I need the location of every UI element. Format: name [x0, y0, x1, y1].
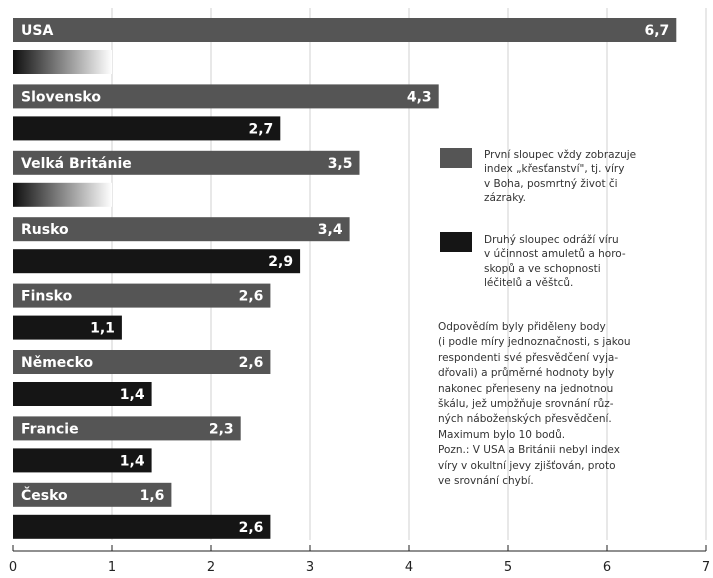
- value-label-series1: 3,4: [318, 222, 343, 238]
- value-label-series1: 2,3: [209, 421, 234, 437]
- legend-swatch-series1: [440, 148, 472, 168]
- value-label-series2: 1,4: [120, 453, 145, 469]
- legend-swatch-series2: [440, 232, 472, 252]
- bar-series2-missing: [13, 50, 112, 74]
- value-label-series2: 2,9: [268, 254, 293, 270]
- value-label-series1: 2,6: [239, 355, 264, 371]
- category-label: Rusko: [21, 222, 69, 238]
- bars-layer: USA 6,7 Slovensko 4,3 2,7 Velká Británie 3,5 Ru…: [13, 18, 677, 539]
- bar-series2: [13, 382, 152, 406]
- bar-series1: [13, 416, 241, 441]
- value-label-series2: 1,1: [90, 321, 115, 337]
- value-label-series2: 2,6: [239, 520, 264, 536]
- bar-series1: [13, 150, 360, 175]
- category-label: USA: [21, 23, 53, 39]
- bar-series1: [13, 84, 439, 109]
- category-label: Německo: [21, 355, 94, 371]
- category-label: Velká Británie: [21, 156, 132, 172]
- x-tick-label: 5: [504, 560, 512, 575]
- bar-series1: [13, 283, 271, 308]
- category-label: Slovensko: [21, 89, 101, 105]
- value-label-series1: 1,6: [140, 488, 165, 504]
- value-label-series2: 1,4: [120, 387, 145, 403]
- bar-series2: [13, 116, 281, 141]
- bar-series2: [13, 315, 122, 340]
- legend-text-series2: Druhý sloupec odráží víru v účinnost amu…: [484, 234, 626, 290]
- chart-note: Odpovědím byly přiděleny body (i podle m…: [438, 321, 631, 488]
- value-label-series2: 2,7: [248, 121, 273, 137]
- x-axis: 0 1 2 3 4 5 6 7: [9, 545, 710, 575]
- category-label: Francie: [21, 421, 79, 437]
- bar-series1: [13, 350, 271, 374]
- x-tick-label: 6: [603, 560, 611, 575]
- category-label: Česko: [21, 486, 68, 504]
- bar-series2-missing: [13, 182, 112, 207]
- bar-series2: [13, 514, 271, 539]
- x-tick-label: 1: [108, 560, 116, 575]
- value-label-series1: 3,5: [328, 156, 353, 172]
- x-tick-label: 7: [702, 560, 710, 575]
- x-tick-label: 3: [306, 560, 314, 575]
- legend-text-series1: První sloupec vždy zobrazuje index „křes…: [484, 149, 637, 205]
- x-tick-label: 4: [405, 560, 413, 575]
- value-label-series1: 6,7: [644, 23, 669, 39]
- x-tick-label: 2: [207, 560, 215, 575]
- bar-series1: [13, 482, 172, 507]
- bar-series2: [13, 448, 152, 473]
- value-label-series1: 2,6: [239, 289, 264, 305]
- bar-series1: [13, 18, 677, 42]
- value-label-series1: 4,3: [407, 89, 432, 105]
- bar-series1: [13, 217, 350, 242]
- category-label: Finsko: [21, 289, 73, 305]
- x-tick-label: 0: [9, 560, 17, 575]
- bar-series2: [13, 249, 301, 274]
